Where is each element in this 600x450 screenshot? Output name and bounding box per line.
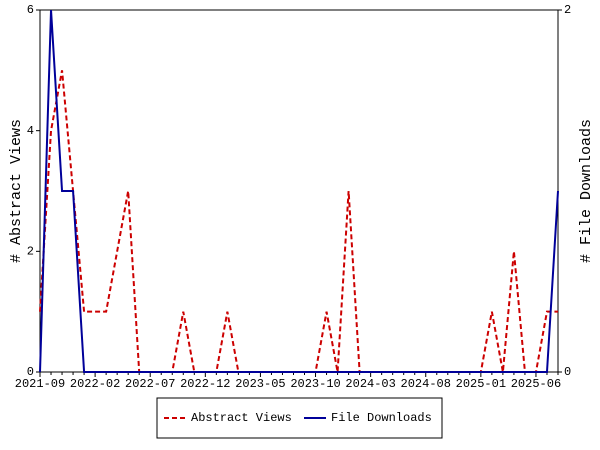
y2-tick-label: 0 — [564, 365, 571, 379]
x-tick-label: 2022-12 — [180, 377, 230, 391]
x-tick-label: 2023-10 — [290, 377, 340, 391]
series-line — [39, 9, 559, 373]
series-line — [39, 70, 558, 373]
x-tick-label: 2022-02 — [70, 377, 120, 391]
x-tick-label: 2025-06 — [511, 377, 561, 391]
y-tick-label: 6 — [27, 3, 34, 17]
x-tick-label: 2023-05 — [235, 377, 285, 391]
y-axis-label: # Abstract Views — [8, 119, 25, 263]
legend-label: File Downloads — [331, 411, 432, 425]
y-tick-label: 0 — [27, 365, 34, 379]
x-tick-label: 2025-01 — [456, 377, 506, 391]
x-tick-label: 2021-09 — [15, 377, 65, 391]
y2-tick-label: 2 — [564, 3, 571, 17]
legend-box — [156, 397, 443, 439]
x-tick-label: 2024-03 — [345, 377, 395, 391]
y-tick-label: 4 — [27, 124, 34, 138]
x-tick-label: 2022-07 — [125, 377, 175, 391]
y2-axis-label: # File Downloads — [578, 119, 595, 263]
y-tick-label: 2 — [27, 245, 34, 259]
plot-frame — [39, 9, 559, 373]
x-tick-label: 2024-08 — [401, 377, 451, 391]
legend-label: Abstract Views — [191, 411, 292, 425]
